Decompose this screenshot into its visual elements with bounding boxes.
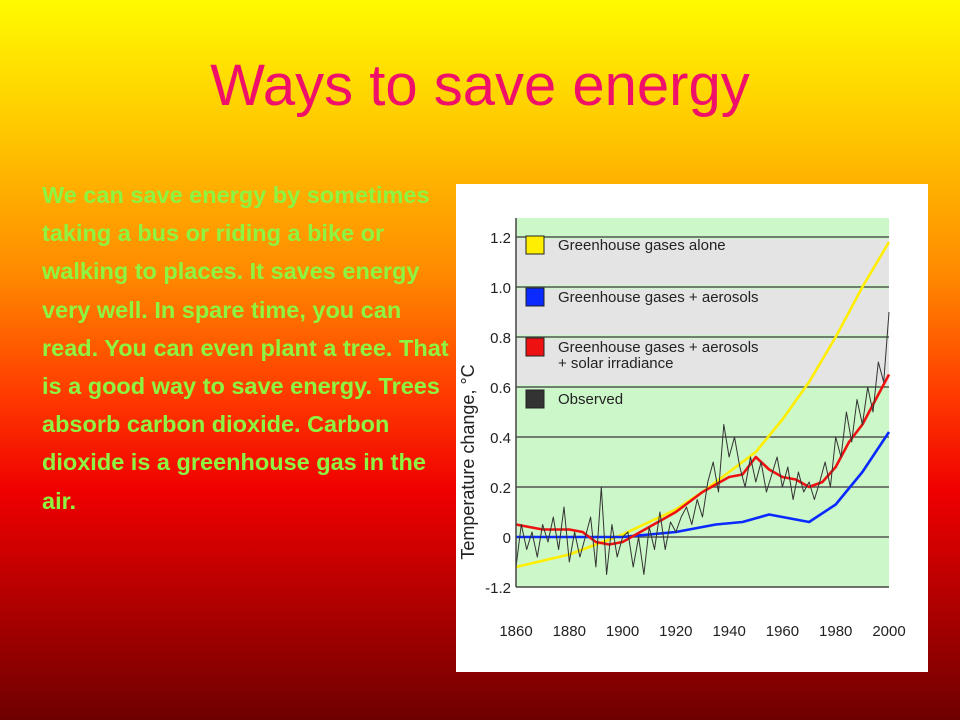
- x-tick-label: 2000: [872, 623, 905, 640]
- x-tick-label: 1900: [606, 623, 639, 640]
- y-tick-label: -1.2: [485, 580, 511, 597]
- slide-title: Ways to save energy: [210, 53, 750, 118]
- y-tick-label: 0.2: [490, 480, 511, 497]
- y-tick-label: 1.0: [490, 280, 511, 297]
- temperature-chart: 1860 1880 1900 1920 1940 1960 1980 2000 1.2 1.0 0.…: [458, 218, 906, 640]
- y-axis-label: Temperature change, °C: [458, 364, 478, 559]
- legend-swatch: [525, 389, 545, 409]
- legend-label: Observed: [558, 391, 623, 408]
- x-tick-label: 1920: [659, 623, 692, 640]
- legend-swatch: [525, 337, 545, 357]
- legend-label-line2: + solar irradiance: [558, 355, 673, 372]
- x-tick-label: 1940: [712, 623, 745, 640]
- legend-band: [516, 339, 889, 385]
- x-tick-label: 1980: [819, 623, 852, 640]
- series-line-greenhouse-aerosols-solar: [515, 373, 891, 546]
- legend-label: Greenhouse gases + aerosols: [558, 339, 759, 356]
- legend-swatch: [525, 235, 545, 255]
- legend-label: Greenhouse gases alone: [558, 237, 726, 254]
- legend-band: [516, 289, 889, 335]
- y-tick-label: 0: [503, 530, 511, 547]
- series-line-observed: [515, 311, 890, 575]
- x-tick-label: 1860: [499, 623, 532, 640]
- legend-label: Greenhouse gases + aerosols: [558, 289, 759, 306]
- y-tick-label: 0.4: [490, 430, 511, 447]
- x-tick-label: 1960: [766, 623, 799, 640]
- y-tick-label: 0.8: [490, 330, 511, 347]
- series-line-greenhouse-gases-alone: [515, 241, 891, 569]
- legend-swatch: [525, 287, 545, 307]
- y-tick-label: 1.2: [490, 230, 511, 247]
- x-tick-label: 1880: [553, 623, 586, 640]
- y-tick-label: 0.6: [490, 380, 511, 397]
- body-text: We can save energy by sometimes taking a…: [42, 182, 449, 514]
- legend-band: [516, 239, 889, 285]
- chart-panel: 1860 1880 1900 1920 1940 1960 1980 2000 1.2 1.0 0.…: [456, 184, 928, 672]
